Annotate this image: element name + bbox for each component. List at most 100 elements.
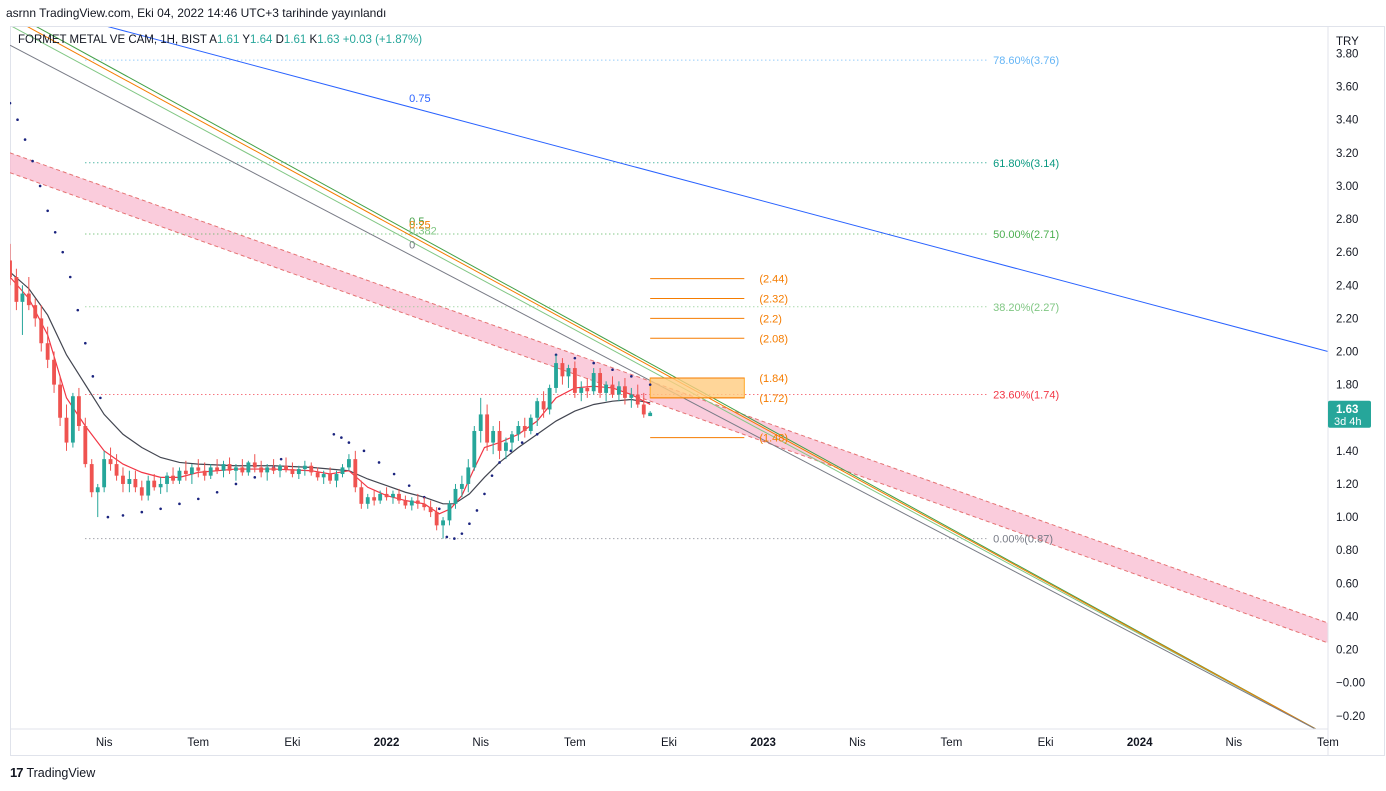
candle-body[interactable] (610, 384, 615, 395)
candle-body[interactable] (315, 472, 320, 478)
candle-body[interactable] (516, 426, 521, 435)
candle-body[interactable] (215, 467, 220, 471)
candle-body[interactable] (415, 500, 420, 504)
candle-body[interactable] (70, 396, 75, 443)
candle-body[interactable] (403, 500, 408, 506)
candle-body[interactable] (340, 467, 345, 475)
candle-body[interactable] (346, 459, 351, 468)
channel-top-line[interactable] (10, 152, 1328, 624)
candle-body[interactable] (353, 459, 358, 488)
candle-body[interactable] (202, 470, 207, 476)
candle-body[interactable] (466, 467, 471, 484)
candle-body[interactable] (196, 467, 201, 471)
candle-body[interactable] (252, 462, 257, 468)
candle-body[interactable] (127, 478, 132, 484)
candle-body[interactable] (102, 459, 107, 488)
candle-body[interactable] (302, 465, 307, 470)
candle-body[interactable] (522, 426, 527, 431)
candle-body[interactable] (95, 487, 100, 493)
candle-body[interactable] (177, 470, 182, 481)
candle-body[interactable] (441, 520, 445, 526)
channel-bottom-line[interactable] (10, 172, 1328, 644)
candle-body[interactable] (560, 363, 565, 377)
candle-body[interactable] (547, 387, 552, 410)
candle-body[interactable] (259, 467, 264, 473)
ema-fast-line[interactable] (10, 276, 651, 515)
candle-body[interactable] (378, 493, 383, 501)
candle-body[interactable] (541, 401, 546, 410)
candle-body[interactable] (409, 500, 414, 506)
candle-body[interactable] (328, 474, 333, 481)
candle-body[interactable] (641, 404, 646, 415)
time-axis[interactable]: Nis Tem Eki 2022 Nis Tem Eki 2023 Nis Tem Eki 2024 N… (10, 728, 1339, 749)
candle-body[interactable] (604, 384, 609, 393)
candle-body[interactable] (152, 480, 157, 488)
candle-body[interactable] (271, 467, 276, 471)
candle-body[interactable] (108, 459, 113, 465)
candle-body[interactable] (221, 464, 226, 471)
candle-body[interactable] (8, 260, 12, 278)
candle-body[interactable] (58, 384, 63, 418)
candle-body[interactable] (39, 318, 44, 344)
candle-body[interactable] (20, 293, 25, 302)
candle-body[interactable] (64, 417, 69, 443)
candle-body[interactable] (171, 475, 175, 481)
candle-body[interactable] (635, 394, 640, 405)
candle-body[interactable] (114, 464, 119, 476)
candle-body[interactable] (227, 464, 232, 471)
candle-body[interactable] (246, 462, 251, 473)
candle-body[interactable] (585, 387, 590, 392)
candle-body[interactable] (397, 493, 401, 501)
candle-body[interactable] (510, 434, 514, 443)
candle-body[interactable] (453, 488, 458, 504)
candle-body[interactable] (504, 442, 508, 451)
candle-body[interactable] (278, 465, 282, 471)
candle-body[interactable] (45, 343, 50, 360)
candle-body[interactable] (579, 387, 584, 393)
target-zone[interactable] (649, 377, 745, 399)
candle-body[interactable] (14, 277, 19, 302)
candle-body[interactable] (139, 487, 144, 496)
candle-body[interactable] (321, 474, 326, 478)
candle-body[interactable] (133, 478, 138, 488)
candle-body[interactable] (284, 465, 288, 470)
candle-body[interactable] (372, 497, 377, 501)
candle-body[interactable] (384, 493, 389, 498)
candle-body[interactable] (478, 414, 483, 431)
candle-body[interactable] (485, 414, 490, 443)
candle-body[interactable] (165, 475, 169, 484)
candle-body[interactable] (309, 465, 314, 473)
candle-body[interactable] (422, 503, 427, 508)
candle-body[interactable] (528, 417, 533, 431)
candle-body[interactable] (566, 368, 571, 377)
candle-body[interactable] (208, 467, 213, 476)
candle-body[interactable] (572, 368, 577, 393)
candle-body[interactable] (629, 394, 634, 398)
candle-body[interactable] (121, 475, 125, 484)
chart-frame[interactable] (10, 26, 1385, 756)
candle-body[interactable] (334, 474, 339, 481)
plot-area[interactable]: 78.60%(3.76) 61.80%(3.14) 50.00%(2.71) 38.2… (8, 1, 1328, 736)
candle-body[interactable] (240, 467, 245, 473)
fib-fan-line[interactable] (10, 17, 1328, 736)
candle-body[interactable] (554, 363, 558, 388)
candle-body[interactable] (365, 497, 370, 504)
candle-body[interactable] (616, 386, 621, 395)
candle-body[interactable] (234, 467, 238, 471)
candle-body[interactable] (391, 493, 395, 498)
candle-body[interactable] (189, 467, 194, 475)
candle-body[interactable] (33, 305, 38, 319)
candle-body[interactable] (89, 464, 94, 493)
candle-body[interactable] (535, 401, 540, 418)
fib-fan-line[interactable] (10, 12, 1328, 736)
candle-body[interactable] (428, 507, 433, 513)
candle-body[interactable] (52, 359, 56, 385)
candle-body[interactable] (83, 426, 88, 465)
fib-fan-line[interactable] (10, 1, 1328, 352)
candle-body[interactable] (359, 487, 364, 504)
candle-body[interactable] (183, 470, 188, 475)
candle-body[interactable] (598, 373, 603, 393)
candle-body[interactable] (459, 483, 464, 489)
candle-body[interactable] (26, 293, 31, 306)
